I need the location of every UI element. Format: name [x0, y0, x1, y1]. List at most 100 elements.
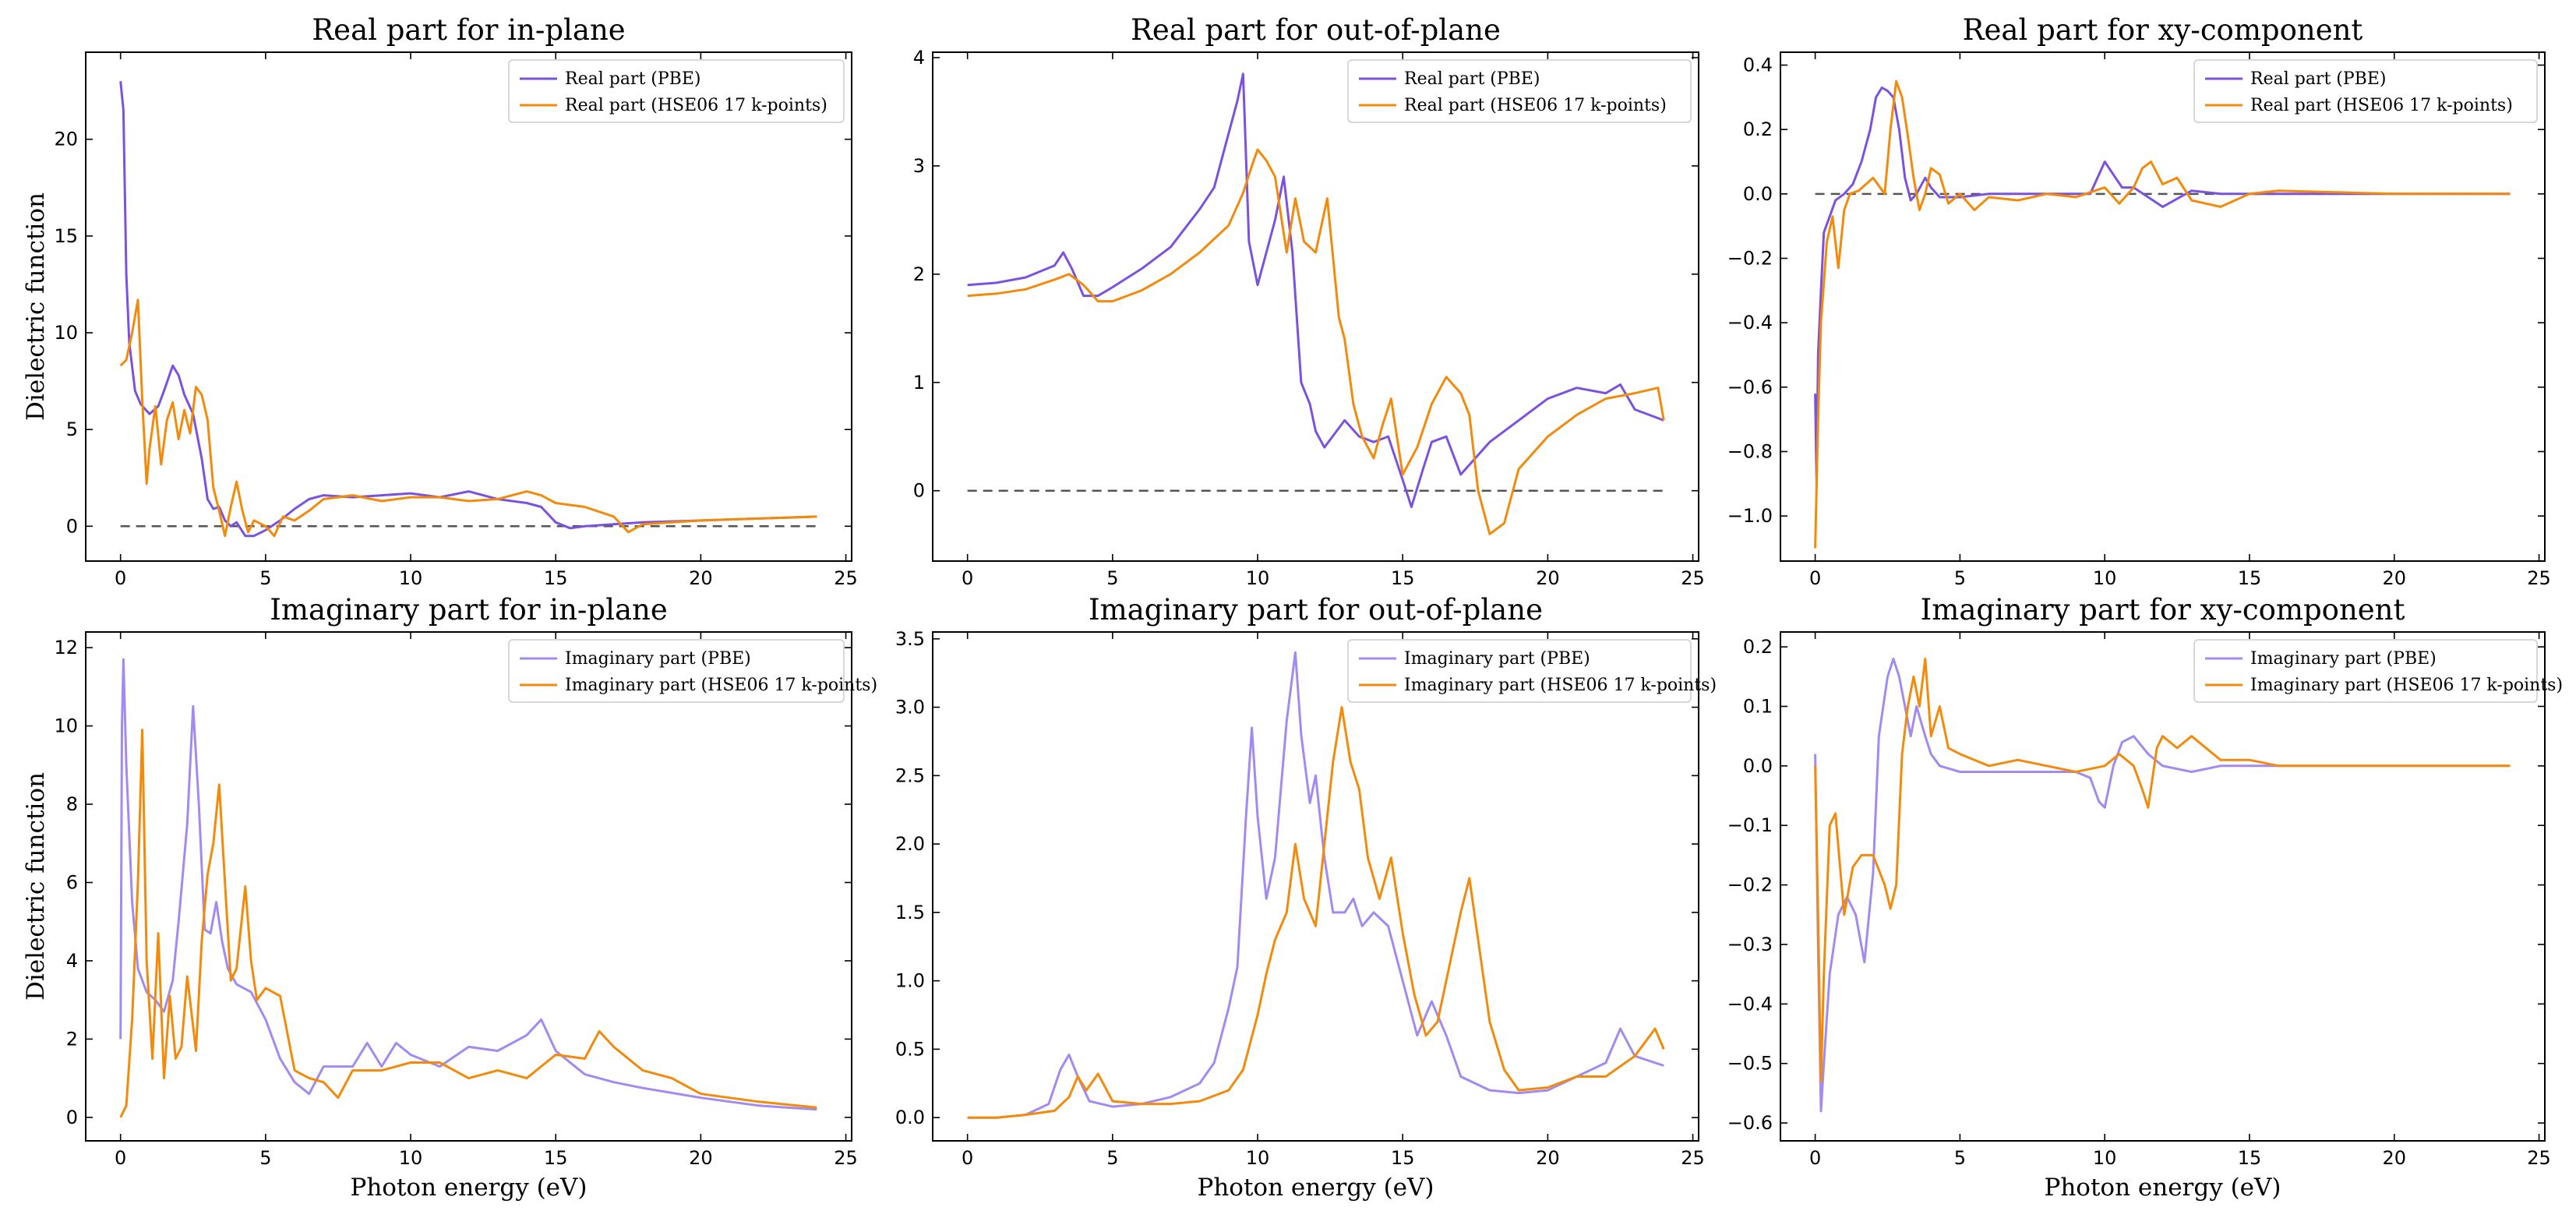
y-tick-label: 0.0	[1743, 183, 1773, 205]
legend: Imaginary part (PBE) Imaginary part (HSE0…	[508, 639, 877, 703]
y-tick-label: 2.0	[895, 833, 925, 855]
y-tick-label: 12	[54, 637, 78, 658]
x-tick-label: 15	[2238, 1147, 2262, 1169]
legend-box	[1347, 59, 1692, 123]
panel-6: Imaginary part for xy-component 0 5 10 15 20 2…	[1727, 593, 2563, 1202]
x-tick-label: 0	[115, 567, 126, 589]
legend-label-pbe: Real part (PBE)	[2250, 69, 2386, 89]
legend: Real part (PBE) Real part (HSE06 17 k-poi…	[1347, 59, 1692, 123]
x-axis-label: Photon energy (eV)	[1197, 1174, 1434, 1202]
legend: Imaginary part (PBE) Imaginary part (HSE0…	[2193, 639, 2563, 703]
x-tick-label: 0	[1809, 567, 1821, 589]
x-tick-label: 20	[2382, 567, 2406, 589]
x-tick-label: 10	[2093, 567, 2117, 589]
panel-title: Real part for out-of-plane	[1131, 13, 1501, 47]
legend-label-hse06: Real part (HSE06 17 k-points)	[2250, 96, 2513, 115]
y-tick-label: 0	[66, 1107, 78, 1128]
y-tick-label: −0.2	[1727, 248, 1773, 270]
x-tick-label: 25	[1681, 567, 1705, 589]
panel-title: Imaginary part for xy-component	[1921, 593, 2405, 627]
x-tick-label: 20	[689, 567, 713, 589]
series-line-hse06	[119, 729, 817, 1118]
y-tick-label: −0.5	[1727, 1053, 1773, 1075]
x-tick-label: 0	[962, 567, 973, 589]
axes-frame	[1780, 51, 2546, 562]
y-tick-label: −0.1	[1727, 814, 1773, 836]
legend-box	[2193, 639, 2538, 703]
legend-label-hse06: Real part (HSE06 17 k-points)	[565, 96, 827, 115]
x-tick-label: 15	[544, 1147, 568, 1169]
x-tick-label: 20	[2382, 1147, 2406, 1169]
legend-label-hse06: Imaginary part (HSE06 17 k-points)	[1404, 676, 1717, 695]
legend-label-pbe: Real part (PBE)	[565, 69, 700, 89]
x-axis-label: Photon energy (eV)	[2044, 1174, 2281, 1202]
y-tick-label: 4	[913, 47, 925, 69]
x-tick-label: 15	[1391, 567, 1415, 589]
y-tick-label: 0.0	[895, 1107, 925, 1128]
series-line-hse06	[1814, 657, 2511, 1083]
y-tick-label: 0.4	[1743, 55, 1773, 76]
x-tick-label: 10	[2093, 1147, 2117, 1169]
y-tick-label: 3.0	[895, 697, 925, 718]
y-tick-label: 1.5	[895, 902, 925, 923]
y-tick-label: 0.5	[895, 1038, 925, 1060]
legend-label-hse06: Real part (HSE06 17 k-points)	[1404, 96, 1667, 115]
y-tick-label: 0	[913, 480, 925, 502]
y-tick-label: 2	[66, 1028, 78, 1050]
panel-4: Imaginary part for in-plane 0 5 10 15 20 25 0 2 4…	[22, 593, 877, 1202]
y-tick-label: −0.2	[1727, 874, 1773, 896]
y-tick-label: 0.0	[1743, 755, 1773, 777]
series-line-hse06	[1814, 79, 2511, 549]
x-tick-label: 5	[259, 567, 271, 589]
x-tick-label: 5	[259, 1147, 271, 1169]
y-tick-label: 1	[913, 372, 925, 394]
x-tick-label: 5	[1954, 567, 1966, 589]
y-tick-label: 2.5	[895, 764, 925, 786]
legend-box	[1347, 639, 1692, 703]
x-tick-label: 10	[1246, 567, 1270, 589]
y-tick-label: 4	[66, 950, 78, 972]
axes-frame	[1780, 631, 2546, 1142]
series-line-pbe	[967, 72, 1664, 508]
y-tick-label: 8	[66, 793, 78, 815]
legend-box	[2193, 59, 2538, 123]
y-axis-label: Dielectric function	[22, 772, 50, 1001]
y-tick-label: 0.2	[1743, 636, 1773, 658]
y-tick-label: 0.1	[1743, 695, 1773, 717]
legend-label-pbe: Imaginary part (PBE)	[2250, 649, 2437, 669]
y-tick-label: 10	[54, 715, 78, 737]
axes-frame	[85, 51, 852, 562]
series-line-pbe	[119, 81, 817, 538]
panel-5: Imaginary part for out-of-plane 0 5 10 15 20 2…	[895, 593, 1717, 1202]
y-tick-label: 3.5	[895, 628, 925, 650]
panel-title: Imaginary part for in-plane	[270, 593, 667, 627]
x-tick-label: 25	[2527, 1147, 2551, 1169]
y-axis-label: Dielectric function	[22, 192, 50, 421]
series-line-pbe	[967, 651, 1664, 1119]
x-tick-label: 0	[1809, 1147, 1821, 1169]
x-tick-label: 0	[962, 1147, 973, 1169]
x-tick-label: 20	[1536, 567, 1560, 589]
x-tick-label: 15	[1391, 1147, 1415, 1169]
axes-frame	[932, 631, 1699, 1142]
x-tick-label: 10	[399, 1147, 423, 1169]
y-tick-label: −0.6	[1727, 1112, 1773, 1134]
x-axis-label: Photon energy (eV)	[350, 1174, 587, 1202]
y-tick-label: −0.4	[1727, 993, 1773, 1015]
y-tick-label: −0.8	[1727, 440, 1773, 462]
y-tick-label: 1.0	[895, 970, 925, 992]
y-tick-label: 0.2	[1743, 118, 1773, 140]
y-tick-label: 20	[54, 129, 78, 150]
legend-label-hse06: Imaginary part (HSE06 17 k-points)	[2250, 676, 2563, 695]
x-tick-label: 5	[1106, 1147, 1118, 1169]
y-tick-label: 15	[54, 225, 78, 247]
axes-frame	[85, 631, 852, 1142]
legend-box	[508, 639, 845, 703]
panel-title: Real part for xy-component	[1963, 13, 2363, 47]
x-tick-label: 5	[1954, 1147, 1966, 1169]
x-tick-label: 25	[1681, 1147, 1705, 1169]
x-tick-label: 25	[834, 567, 858, 589]
legend-label-pbe: Real part (PBE)	[1404, 69, 1540, 89]
